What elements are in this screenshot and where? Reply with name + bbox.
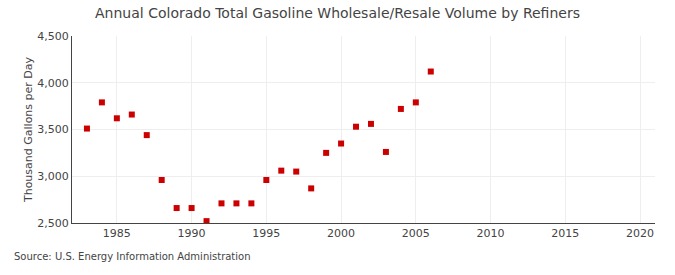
- svg-text:3,000: 3,000: [37, 170, 69, 183]
- svg-text:2,500: 2,500: [37, 217, 69, 230]
- svg-text:2010: 2010: [477, 227, 505, 240]
- svg-text:4,500: 4,500: [37, 30, 69, 43]
- svg-text:1985: 1985: [103, 227, 131, 240]
- svg-text:Source: U.S. Energy Informatio: Source: U.S. Energy Information Administ…: [14, 251, 251, 262]
- svg-text:2020: 2020: [626, 227, 654, 240]
- svg-text:2000: 2000: [327, 227, 355, 240]
- svg-text:1990: 1990: [178, 227, 206, 240]
- svg-text:2015: 2015: [551, 227, 579, 240]
- svg-text:1995: 1995: [252, 227, 280, 240]
- svg-text:Annual Colorado Total Gasoline: Annual Colorado Total Gasoline Wholesale…: [95, 5, 580, 21]
- svg-text:4,000: 4,000: [37, 77, 69, 90]
- svg-text:3,500: 3,500: [37, 123, 69, 136]
- svg-text:2005: 2005: [402, 227, 430, 240]
- svg-text:Thousand Gallons per Day: Thousand Gallons per Day: [22, 56, 35, 203]
